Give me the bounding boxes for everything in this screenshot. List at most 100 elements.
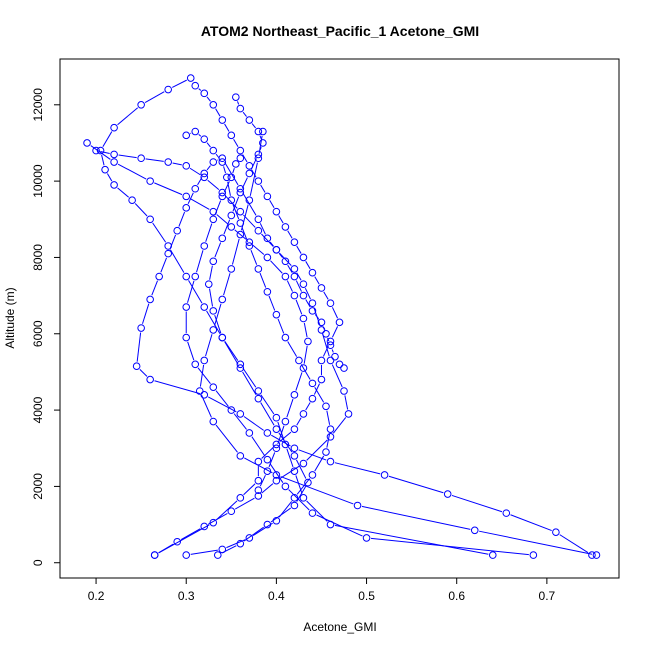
data-point <box>254 226 263 235</box>
data-point <box>263 520 272 529</box>
profile-segment <box>244 457 273 474</box>
data-point <box>173 226 182 235</box>
profile-segment <box>139 369 148 377</box>
data-point <box>209 518 218 527</box>
profile-segment <box>242 111 247 117</box>
x-axis-label: Acetone_GMI <box>303 620 376 634</box>
data-point <box>110 150 118 159</box>
profile-segment <box>286 280 293 292</box>
profile-segment <box>279 465 300 479</box>
profile-segment <box>300 364 311 380</box>
profile-segment <box>225 195 238 209</box>
data-point <box>263 455 272 464</box>
data-point <box>335 318 344 327</box>
profile-segment <box>260 394 275 415</box>
profile-segment <box>316 514 363 537</box>
profile-segment <box>334 524 489 555</box>
profile-segment <box>189 198 210 210</box>
data-point <box>322 402 330 411</box>
data-point <box>272 310 281 319</box>
data-point <box>254 394 263 403</box>
plot-area-frame <box>59 58 620 579</box>
data-point <box>263 467 272 475</box>
profile-segment <box>277 318 285 334</box>
data-point <box>308 268 317 277</box>
profile-segment <box>215 108 221 117</box>
data-point <box>317 318 326 327</box>
profile-segment <box>145 158 164 162</box>
profile-segment <box>305 261 311 270</box>
data-point <box>101 165 109 174</box>
profile-segment <box>279 252 292 266</box>
data-point <box>137 324 145 332</box>
data-point <box>443 490 452 498</box>
profile-segment <box>134 203 148 217</box>
data-point <box>186 74 195 82</box>
data-point <box>281 257 290 266</box>
profile-segment <box>215 390 229 407</box>
profile-segment <box>303 322 308 338</box>
data-point <box>173 537 182 546</box>
data-point <box>295 356 303 365</box>
data-point <box>110 123 118 132</box>
data-point <box>164 249 172 258</box>
profile-segment <box>160 257 168 273</box>
profile-segment <box>242 367 257 388</box>
data-point <box>227 265 236 273</box>
data-point <box>272 444 281 453</box>
data-point <box>592 551 601 559</box>
profile-segment <box>270 260 283 274</box>
data-point <box>218 154 227 163</box>
data-point <box>317 356 326 365</box>
profile-segment <box>323 291 329 300</box>
profile-segment <box>187 341 195 361</box>
y-axis: 0 2000 4000 6000 8000 10000 12000 <box>31 88 60 566</box>
data-point <box>317 326 326 334</box>
data-point <box>164 85 172 94</box>
data-point <box>209 207 218 216</box>
data-point <box>299 291 308 300</box>
profile-segment <box>268 452 276 468</box>
profile-segment <box>223 166 227 174</box>
data-point <box>588 551 596 559</box>
profile-segment <box>278 432 293 453</box>
profile-segment <box>207 179 220 191</box>
profile-segment <box>287 264 293 273</box>
profile-segment <box>510 514 552 532</box>
data-point <box>236 360 245 369</box>
y-tick-label: 2000 <box>31 473 45 500</box>
data-point <box>254 177 263 185</box>
data-point <box>191 272 200 281</box>
profile-segment <box>144 91 165 104</box>
data-point <box>380 471 389 479</box>
data-point <box>236 207 245 216</box>
data-point <box>200 303 209 311</box>
data-point <box>272 471 281 479</box>
data-point <box>236 146 245 155</box>
y-axis-label: Altitude (m) <box>3 287 17 348</box>
data-point <box>331 352 339 361</box>
data-point <box>263 234 272 243</box>
profile-segment <box>327 337 330 342</box>
profile-segment <box>216 214 229 225</box>
profile-segment <box>158 543 174 554</box>
profile-segment <box>331 349 334 353</box>
data-point <box>281 333 290 342</box>
data-point <box>552 528 560 537</box>
profile-segment <box>187 192 194 204</box>
profile-2 <box>182 127 335 559</box>
data-point <box>146 295 154 304</box>
data-point <box>259 139 267 147</box>
profile-segment <box>331 326 339 338</box>
data-point <box>236 364 245 372</box>
y-tick-label: 6000 <box>31 320 45 347</box>
data-point <box>254 492 263 500</box>
data-point <box>322 329 330 338</box>
data-point <box>263 287 272 296</box>
profile-segment <box>388 475 444 494</box>
data-point <box>299 410 308 418</box>
data-point <box>227 131 236 140</box>
data-point <box>290 265 299 273</box>
profile-segment <box>102 131 113 147</box>
